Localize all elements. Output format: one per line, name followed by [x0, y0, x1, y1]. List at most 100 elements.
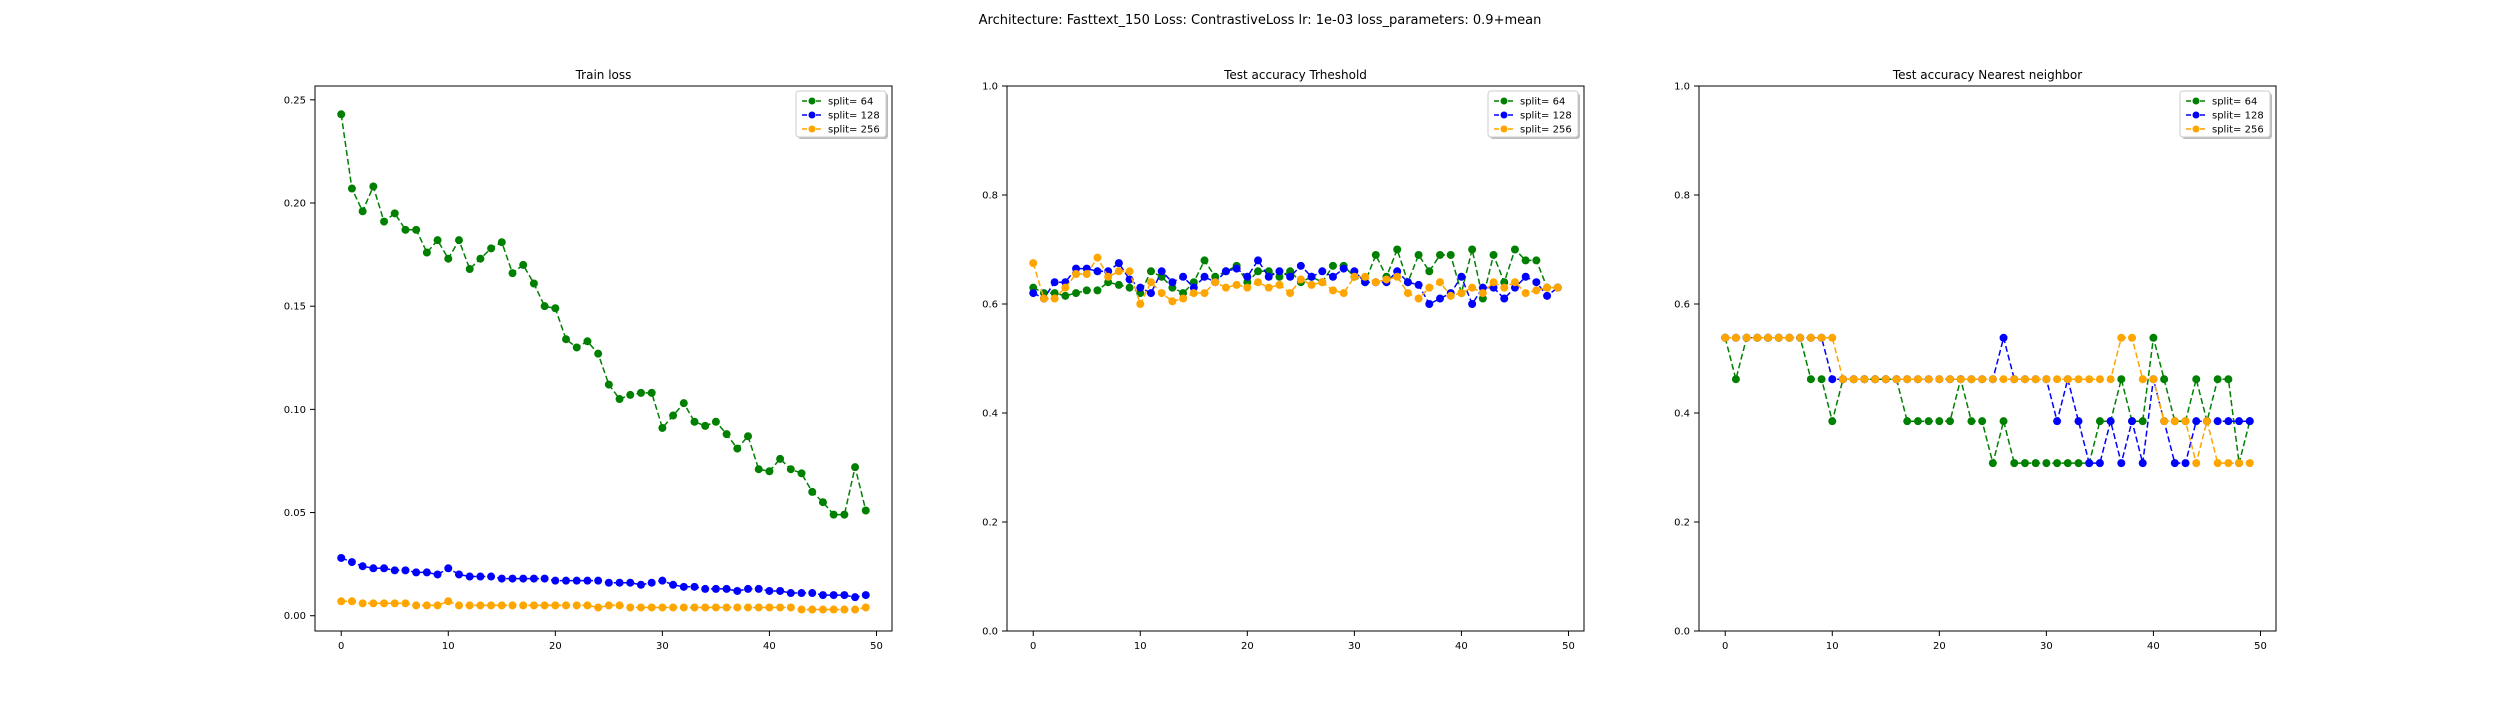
data-point: [2053, 375, 2062, 384]
data-point: [808, 589, 817, 598]
series-256: [1029, 253, 1562, 308]
legend-box: [2179, 90, 2271, 138]
data-point: [1446, 250, 1455, 259]
data-point: [1935, 375, 1944, 384]
data-point: [1243, 272, 1252, 281]
x-tick-label: 30: [1348, 641, 1361, 652]
data-point: [2192, 417, 2201, 426]
data-point: [551, 601, 560, 610]
data-point: [551, 304, 560, 313]
data-point: [1061, 291, 1070, 300]
data-point: [733, 444, 742, 453]
data-point: [572, 343, 581, 352]
data-point: [1093, 286, 1102, 295]
data-point: [1264, 283, 1273, 292]
data-point: [454, 570, 463, 579]
data-point: [1436, 278, 1445, 287]
data-point: [1489, 250, 1498, 259]
series-128: [337, 553, 870, 602]
legend-marker: [1500, 111, 1508, 119]
data-point: [1039, 294, 1048, 303]
data-point: [1999, 333, 2008, 342]
data-point: [711, 417, 720, 426]
data-point: [2031, 459, 2040, 468]
y-tick-label: 1.0: [982, 82, 998, 93]
data-point: [744, 432, 753, 441]
legend-label: split= 256: [828, 125, 880, 136]
data-point: [1806, 375, 1815, 384]
data-point: [2106, 417, 2115, 426]
data-point: [1532, 256, 1541, 265]
data-point: [1371, 250, 1380, 259]
data-point: [594, 603, 603, 612]
data-point: [2138, 459, 2147, 468]
data-point: [1436, 294, 1445, 303]
data-point: [1468, 283, 1477, 292]
data-point: [1999, 375, 2008, 384]
data-point: [2235, 417, 2244, 426]
data-point: [1146, 289, 1155, 298]
data-point: [1817, 375, 1826, 384]
legend: split= 64 split= 128 split= 256: [2179, 90, 2272, 139]
data-point: [808, 605, 817, 614]
data-point: [754, 584, 763, 593]
data-point: [1956, 375, 1965, 384]
data-point: [829, 510, 838, 519]
data-point: [851, 605, 860, 614]
data-point: [2213, 375, 2222, 384]
data-point: [1286, 289, 1295, 298]
legend-label: split= 64: [1520, 97, 1565, 108]
data-point: [2224, 417, 2233, 426]
series-256: [1721, 333, 2254, 468]
data-point: [487, 601, 496, 610]
data-point: [1211, 278, 1220, 287]
data-point: [1286, 272, 1295, 281]
data-point: [669, 580, 678, 589]
data-point: [369, 564, 378, 573]
data-point: [797, 469, 806, 478]
data-point: [2235, 459, 2244, 468]
data-point: [733, 586, 742, 595]
data-point: [1742, 333, 1751, 342]
x-tick-label: 30: [656, 641, 669, 652]
data-point: [1468, 300, 1477, 308]
data-point: [401, 225, 410, 234]
data-point: [615, 395, 624, 404]
data-point: [797, 605, 806, 614]
data-point: [690, 582, 699, 591]
data-point: [1093, 267, 1102, 276]
series-line: [340, 114, 867, 516]
data-point: [380, 217, 389, 226]
data-point: [1221, 267, 1230, 276]
data-point: [2170, 459, 2179, 468]
data-point: [1457, 289, 1466, 298]
data-point: [818, 498, 827, 507]
data-point: [2085, 459, 2094, 468]
x-tick-label: 30: [2040, 641, 2053, 652]
x-tick-label: 0: [1030, 641, 1036, 652]
y-tick-label: 0.6: [1674, 300, 1690, 311]
data-point: [433, 236, 442, 245]
data-point: [1339, 289, 1348, 298]
data-point: [1903, 417, 1912, 426]
legend-box: [1487, 90, 1579, 138]
data-point: [347, 184, 356, 193]
x-tick-label: 50: [2254, 641, 2267, 652]
x-tick-label: 50: [870, 641, 883, 652]
data-point: [1521, 289, 1530, 298]
data-point: [1913, 375, 1922, 384]
data-point: [1806, 333, 1815, 342]
data-point: [412, 601, 421, 610]
data-point: [562, 601, 571, 610]
y-tick-label: 0.10: [284, 405, 306, 416]
data-point: [1093, 253, 1102, 262]
x-tick-label: 20: [1241, 641, 1254, 652]
y-tick-label: 0.0: [1674, 627, 1690, 638]
data-point: [1114, 280, 1123, 289]
data-point: [647, 578, 656, 587]
data-point: [669, 411, 678, 420]
x-tick-label: 40: [1455, 641, 1468, 652]
data-point: [604, 578, 613, 587]
data-point: [2031, 375, 2040, 384]
